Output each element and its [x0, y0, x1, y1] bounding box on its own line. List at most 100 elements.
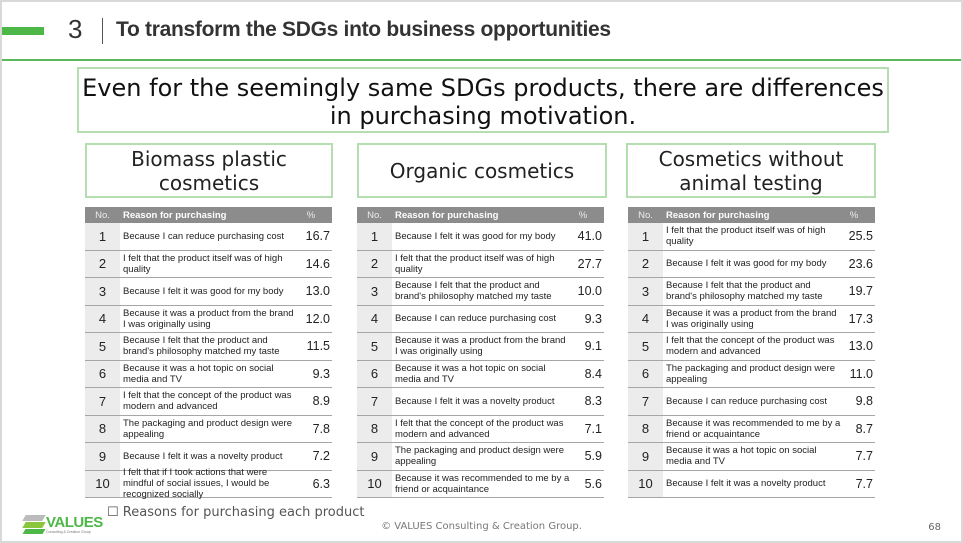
product-title-biomass: Biomass plastic cosmetics: [85, 143, 333, 198]
percent-cell: 23.6: [848, 256, 873, 271]
rank-cell: 8: [357, 415, 392, 442]
percent-cell: 10.0: [577, 284, 602, 299]
percent-cell: 11.0: [849, 366, 873, 381]
header-divider: [2, 59, 961, 61]
rank-cell: 7: [357, 388, 392, 415]
percent-cell: 17.3: [848, 311, 873, 326]
reason-cell: Because it was a hot topic on social med…: [666, 445, 817, 468]
rank-cell: 4: [85, 305, 120, 332]
reason-cell: The packaging and product design were ap…: [666, 362, 836, 385]
percent-cell: 9.1: [584, 339, 602, 354]
reason-cell: Because I can reduce purchasing cost: [123, 230, 285, 242]
header-no: No.: [95, 209, 110, 221]
reason-cell: Because I felt that the product and bran…: [666, 280, 823, 303]
header-no: No.: [638, 209, 653, 221]
percent-cell: 16.7: [305, 229, 330, 244]
reason-cell: The packaging and product design were ap…: [123, 417, 293, 440]
table-row: 10 Because I felt it was a novelty produc…: [628, 470, 875, 498]
reason-cell: Because I felt it was good for my body: [395, 230, 556, 242]
percent-cell: 12.0: [305, 311, 330, 326]
table-header: No. Reason for purchasing%: [628, 207, 875, 223]
percent-cell: 7.2: [312, 449, 330, 464]
rank-cell: 3: [628, 278, 663, 305]
reason-cell: Because it was a product from the brand …: [395, 335, 566, 358]
logo-subtitle: Consulting & Creation Group: [46, 530, 91, 534]
percent-cell: 19.7: [848, 284, 873, 299]
rank-cell: 8: [85, 415, 120, 442]
table-row: 1 Because I can reduce purchasing cost 16.…: [85, 223, 332, 251]
reason-cell: I felt that the product itself was of hi…: [395, 252, 555, 275]
percent-cell: 8.7: [855, 421, 873, 436]
reasons-table: No. Reason for purchasing% 1 Because I can …: [85, 207, 332, 500]
percent-cell: 8.9: [312, 394, 330, 409]
header-pct: %: [306, 209, 316, 221]
reason-cell: I felt that the concept of the product w…: [395, 417, 564, 440]
reason-cell: I felt that the concept of the product w…: [123, 390, 292, 413]
headline-box: Even for the seemingly same SDGs product…: [77, 67, 889, 133]
table-row: 8 The packaging and product design were a…: [85, 415, 332, 443]
rank-cell: 10: [85, 470, 120, 497]
rank-cell: 3: [85, 278, 120, 305]
table-row: 4 Because it was a product from the brand…: [85, 305, 332, 333]
percent-cell: 5.6: [584, 476, 602, 491]
percent-cell: 13.0: [305, 284, 330, 299]
table-row: 2 Because I felt it was good for my body 2…: [628, 250, 875, 278]
percent-cell: 9.3: [584, 311, 602, 326]
rank-cell: 6: [357, 360, 392, 387]
percent-cell: 13.0: [848, 339, 873, 354]
reason-cell: I felt that the concept of the product w…: [666, 335, 835, 358]
table-header: No. Reason for purchasing%: [357, 207, 604, 223]
reason-cell: Because I felt that the product and bran…: [395, 280, 552, 303]
percent-cell: 7.7: [855, 476, 873, 491]
reason-cell: Because it was recommended to me by a fr…: [666, 417, 841, 440]
table-row: 6 Because it was a hot topic on social me…: [85, 360, 332, 388]
table-header: No. Reason for purchasing%: [85, 207, 332, 223]
header-accent-bar: [2, 27, 44, 35]
percent-cell: 7.7: [855, 449, 873, 464]
rank-cell: 5: [357, 333, 392, 360]
rank-cell: 9: [357, 443, 392, 470]
rank-cell: 8: [628, 415, 663, 442]
percent-cell: 5.9: [584, 449, 602, 464]
rank-cell: 10: [628, 470, 663, 497]
table-row: 3 Because I felt that the product and bra…: [357, 278, 604, 306]
section-number: 3: [68, 14, 83, 44]
reason-cell: Because it was a product from the brand …: [123, 307, 294, 330]
rank-cell: 1: [85, 223, 120, 250]
reason-cell: Because it was a product from the brand …: [666, 307, 837, 330]
reason-cell: Because I felt it was good for my body: [666, 258, 827, 270]
table-row: 7 Because I felt it was a novelty product…: [357, 388, 604, 416]
rank-cell: 1: [357, 223, 392, 250]
reason-cell: Because I felt it was a novelty product: [666, 478, 826, 490]
rank-cell: 10: [357, 470, 392, 497]
rank-cell: 4: [357, 305, 392, 332]
percent-cell: 41.0: [577, 229, 602, 244]
table-row: 10 I felt that if I took actions that wer…: [85, 467, 332, 500]
header-pct: %: [849, 209, 859, 221]
header-reason: Reason for purchasing: [666, 209, 770, 221]
percent-cell: 27.7: [577, 256, 602, 271]
title-separator: [102, 18, 103, 44]
rank-cell: 5: [85, 333, 120, 360]
reason-cell: Because I felt it was a novelty product: [123, 450, 283, 462]
percent-cell: 8.4: [584, 366, 602, 381]
percent-cell: 6.3: [312, 476, 330, 491]
rank-cell: 5: [628, 333, 663, 360]
reason-cell: Because it was recommended to me by a fr…: [395, 472, 570, 495]
copyright: © VALUES Consulting & Creation Group.: [381, 521, 582, 532]
rank-cell: 7: [628, 388, 663, 415]
rank-cell: 4: [628, 305, 663, 332]
rank-cell: 3: [357, 278, 392, 305]
reason-cell: Because it was a hot topic on social med…: [395, 362, 546, 385]
reason-cell: Because I felt that the product and bran…: [123, 335, 280, 358]
product-title-no-animal-testing: Cosmetics without animal testing: [626, 143, 876, 198]
figure-caption: ☐ Reasons for purchasing each product: [107, 505, 365, 520]
table-row: 3 Because I felt that the product and bra…: [628, 278, 875, 306]
table-row: 5 Because I felt that the product and bra…: [85, 333, 332, 361]
